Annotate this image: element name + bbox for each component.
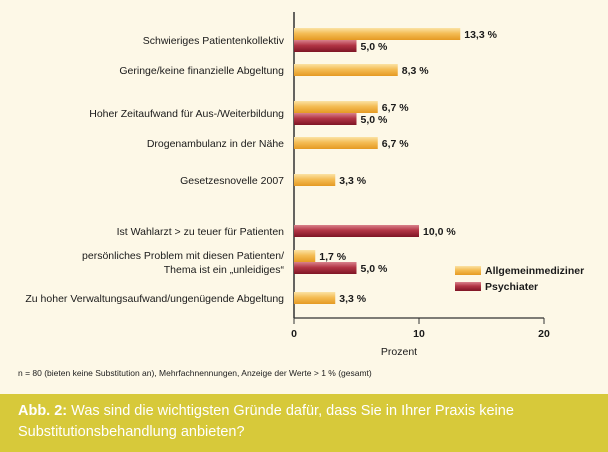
x-tick-label: 20 <box>538 328 550 340</box>
data-label: 5,0 % <box>361 114 389 126</box>
category-label: Gesetzesnovelle 2007 <box>180 175 284 187</box>
category-label: Geringe/keine finanzielle Abgeltung <box>119 65 284 77</box>
bar-psychiater <box>294 262 357 274</box>
data-label: 10,0 % <box>423 226 456 238</box>
legend-label: Psychiater <box>485 281 538 293</box>
bar-allgemeinmediziner <box>294 250 316 262</box>
caption-lead: Abb. 2: <box>18 403 68 419</box>
x-tick-label: 10 <box>413 328 425 340</box>
data-label: 13,3 % <box>464 29 497 41</box>
category-label: Thema ist ein „unleidiges“ <box>164 264 285 276</box>
x-axis-title: Prozent <box>381 346 417 358</box>
category-label: Hoher Zeitaufwand für Aus-/Weiterbildung <box>89 108 284 120</box>
bar-allgemeinmediziner <box>294 28 461 40</box>
bar-allgemeinmediziner <box>294 174 336 186</box>
bar-allgemeinmediziner <box>294 292 336 304</box>
data-label: 3,3 % <box>339 175 367 187</box>
bar-allgemeinmediziner <box>294 101 378 113</box>
category-label: Zu hoher Verwaltungsaufwand/ungenügende … <box>25 293 284 305</box>
data-label: 3,3 % <box>339 293 367 305</box>
category-label: persönliches Problem mit diesen Patiente… <box>82 250 284 262</box>
data-label: 6,7 % <box>382 102 410 114</box>
bar-psychiater <box>294 40 357 52</box>
legend-label: Allgemeinmediziner <box>485 265 584 277</box>
bar-psychiater <box>294 225 419 237</box>
bar-allgemeinmediziner <box>294 64 398 76</box>
figure-caption: Abb. 2: Was sind die wichtigsten Gründe … <box>0 394 608 452</box>
category-label: Drogenambulanz in der Nähe <box>147 138 284 150</box>
data-label: 1,7 % <box>319 251 347 263</box>
footnote: n = 80 (bieten keine Substitution an), M… <box>18 368 372 378</box>
data-label: 5,0 % <box>361 263 389 275</box>
x-tick-label: 0 <box>291 328 297 340</box>
legend-swatch-psychiater <box>455 282 481 291</box>
category-label: Ist Wahlarzt > zu teuer für Patienten <box>117 226 285 238</box>
data-label: 5,0 % <box>361 41 389 53</box>
bar-chart: 0 10 20 Prozent Schwieriges Patientenkollekt… <box>25 12 584 358</box>
data-label: 8,3 % <box>402 65 430 77</box>
caption-text: Was sind die wichtigsten Gründe dafür, d… <box>18 403 514 440</box>
category-label: Schwieriges Patientenkollektiv <box>143 35 285 47</box>
bar-psychiater <box>294 113 357 125</box>
bar-allgemeinmediziner <box>294 137 378 149</box>
data-label: 6,7 % <box>382 138 410 150</box>
legend-swatch-allgemeinmediziner <box>455 266 481 275</box>
